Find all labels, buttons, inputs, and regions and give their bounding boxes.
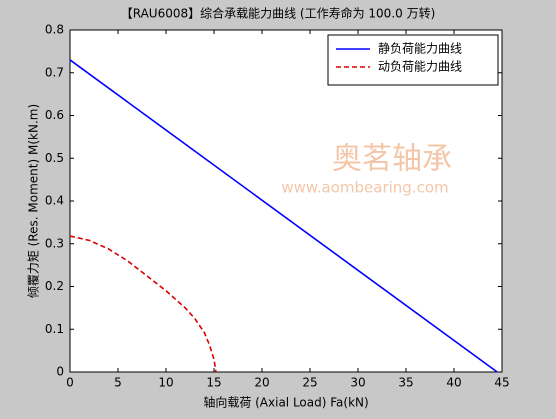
line bbox=[69, 59, 498, 373]
x-tick-label: 0 bbox=[66, 376, 74, 390]
y-axis-label: 倾覆力矩 (Res. Moment) M(kN.m) bbox=[27, 104, 41, 298]
x-axis-label: 轴向载荷 (Axial Load) Fa(kN) bbox=[203, 395, 368, 410]
x-tick-label: 10 bbox=[158, 376, 173, 390]
x-tick-label: 20 bbox=[254, 376, 269, 390]
y-tick-label: 0.7 bbox=[45, 65, 64, 79]
legend-label: 动负荷能力曲线 bbox=[378, 60, 462, 74]
x-tick-label: 15 bbox=[206, 376, 221, 390]
y-tick-label: 0.8 bbox=[45, 23, 64, 37]
x-tick-label: 5 bbox=[114, 376, 122, 390]
plot-area bbox=[69, 29, 503, 373]
x-tick-label: 30 bbox=[350, 376, 365, 390]
y-tick-label: 0.3 bbox=[45, 236, 64, 250]
x-tick-label: 45 bbox=[494, 376, 509, 390]
y-tick-label: 0.5 bbox=[45, 151, 64, 165]
y-tick-label: 0.2 bbox=[45, 279, 64, 293]
y-tick-label: 0.1 bbox=[45, 322, 64, 336]
watermark: www.aombearing.com bbox=[281, 179, 448, 197]
watermark: 奥茗轴承 bbox=[332, 142, 452, 177]
y-tick-label: 0 bbox=[56, 365, 64, 379]
x-tick-label: 25 bbox=[302, 376, 317, 390]
y-tick-label: 0.6 bbox=[45, 108, 64, 122]
legend-label: 静负荷能力曲线 bbox=[378, 42, 462, 56]
y-tick-label: 0.4 bbox=[45, 194, 64, 208]
chart-title: 【RAU6008】综合承载能力曲线 (工作寿命为 100.0 万转) bbox=[121, 6, 436, 21]
line bbox=[69, 235, 217, 373]
legend-box bbox=[327, 34, 499, 86]
x-tick-label: 40 bbox=[446, 376, 461, 390]
x-tick-label: 35 bbox=[398, 376, 413, 390]
